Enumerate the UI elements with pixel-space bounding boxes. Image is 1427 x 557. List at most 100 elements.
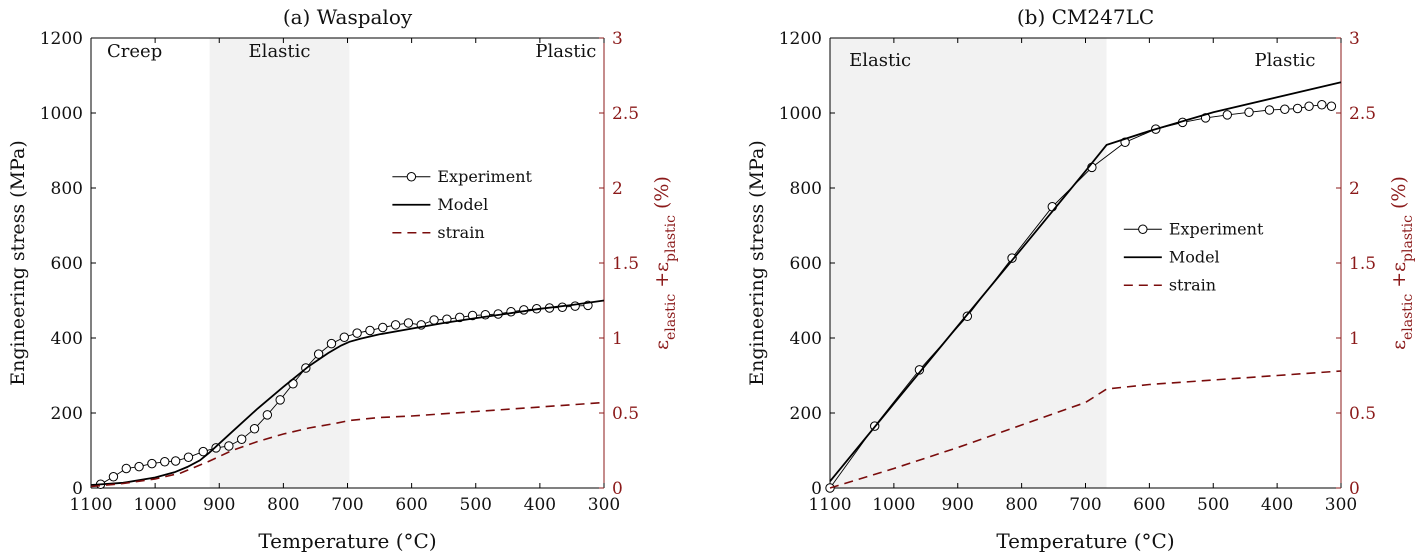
experiment-point [183,452,194,462]
y-tick-label: 400 [790,329,822,349]
experiment-point [121,463,131,474]
y-tick-label: 600 [51,254,83,274]
y2-label-part: plastic [663,215,679,262]
x-tick-label: 700 [331,495,363,515]
legend-model-label: Model [437,195,488,214]
x-tick-label: 500 [1197,495,1229,515]
y-tick-label: 600 [790,254,822,274]
x-tick-label: 900 [942,495,974,515]
y2-tick-label: 1 [1349,329,1360,349]
y2-tick-label: 1 [612,329,623,349]
x-axis-label: Temperature (°C) [258,529,436,553]
legend-experiment-marker [1138,224,1148,234]
experiment-point [378,322,388,333]
experiment-point [1326,101,1337,111]
y2-tick-label: 2 [1349,179,1360,199]
experiment-point [1222,110,1233,120]
y2-axis-label: εelastic +εplastic (%) [1388,176,1416,350]
y2-label-part: ε [651,340,673,350]
y-tick-label: 800 [790,179,822,199]
y2-tick-label: 2.5 [612,104,639,124]
y2-label-part: elastic [663,294,679,340]
y2-label-part: ε [1388,340,1410,350]
region-label-elastic: Elastic [849,50,911,71]
y2-label-part: plastic [1400,215,1416,262]
experiment-point [506,307,516,317]
x-tick-label: 400 [524,495,556,515]
experiment-point [249,424,260,434]
experiment-point [262,410,273,420]
experiment-point [170,456,181,466]
x-tick-label: 300 [588,495,620,515]
series-strain-line [90,401,605,488]
shaded-region [209,38,350,488]
y2-tick-label: 2 [612,179,623,199]
x-axis-label: Temperature (°C) [996,529,1174,553]
x-tick-label: 800 [1005,495,1037,515]
experiment-point [339,332,349,342]
region-label-elastic: Elastic [249,41,311,62]
y2-tick-label: 0.5 [1349,404,1376,424]
y-axis-label: Engineering stress (MPa) [746,140,768,385]
experiment-point [236,434,247,444]
region-label-creep: Creep [107,41,162,62]
y2-tick-label: 2.5 [1349,104,1376,124]
experiment-point [313,349,324,359]
y2-tick-label: 1.5 [612,254,639,274]
y2-label-part: elastic [1400,294,1416,340]
x-tick-label: 400 [1261,495,1293,515]
chart-panel-cm247lc: Elastic Plastic 1100 1000 900 800 700 600 500 400… [746,5,1416,553]
y-tick-label: 200 [51,404,83,424]
experiment-point [134,461,144,472]
region-label-plastic: Plastic [535,41,596,62]
series-model-line [829,81,1342,482]
legend: Experiment Model strain [392,167,533,242]
experiment-point [1317,100,1327,110]
legend-experiment-label: Experiment [1169,219,1264,238]
x-tick-label: 600 [1133,495,1165,515]
y-tick-label: 1000 [779,104,822,124]
y2-label-part: (%) [1388,176,1410,215]
y-tick-label: 0 [811,479,822,499]
experiment-point [570,301,580,311]
experiment-point [429,315,439,325]
shaded-region [830,38,1107,488]
x-tick-label: 1100 [69,495,112,515]
experiment-point [198,446,208,457]
experiment-point [403,318,414,328]
y2-label-part: +ε [651,262,673,294]
legend-model-label: Model [1169,247,1220,266]
x-tick-label: 300 [1325,495,1357,515]
chart-panel-waspaloy: Creep Elastic Plastic 1100 1000 900 800 700 600 5… [7,5,679,553]
experiment-point [275,395,285,405]
y-tick-label: 800 [51,179,83,199]
x-tick-label: 1000 [872,495,915,515]
y2-tick-label: 0 [1349,479,1360,499]
experiment-point [160,457,170,467]
y-tick-label: 1200 [40,29,83,49]
experiment-point [1244,107,1254,117]
experiment-point [326,338,337,349]
legend-experiment-label: Experiment [437,167,532,186]
x-tick-label: 700 [1069,495,1101,515]
y-tick-label: 200 [790,404,822,424]
legend: Experiment Model strain [1123,219,1264,294]
y-tick-label: 0 [72,479,83,499]
x-tick-label: 1100 [808,495,851,515]
y2-tick-label: 1.5 [1349,254,1376,274]
experiment-point [108,472,119,482]
series-model-line [90,299,605,486]
experiment-point [352,328,362,338]
experiment-point [147,458,157,469]
x-tick-label: 500 [460,495,492,515]
experiment-point [1292,103,1303,114]
y-tick-label: 1200 [779,29,822,49]
y2-tick-label: 3 [612,29,623,49]
y2-label-part: (%) [651,176,673,215]
experiment-point [1304,101,1314,111]
chart-title: (a) Waspaloy [283,5,413,29]
x-tick-label: 900 [203,495,235,515]
legend-strain-label: strain [1169,275,1216,294]
experiment-point [390,320,401,330]
x-tick-label: 800 [267,495,299,515]
